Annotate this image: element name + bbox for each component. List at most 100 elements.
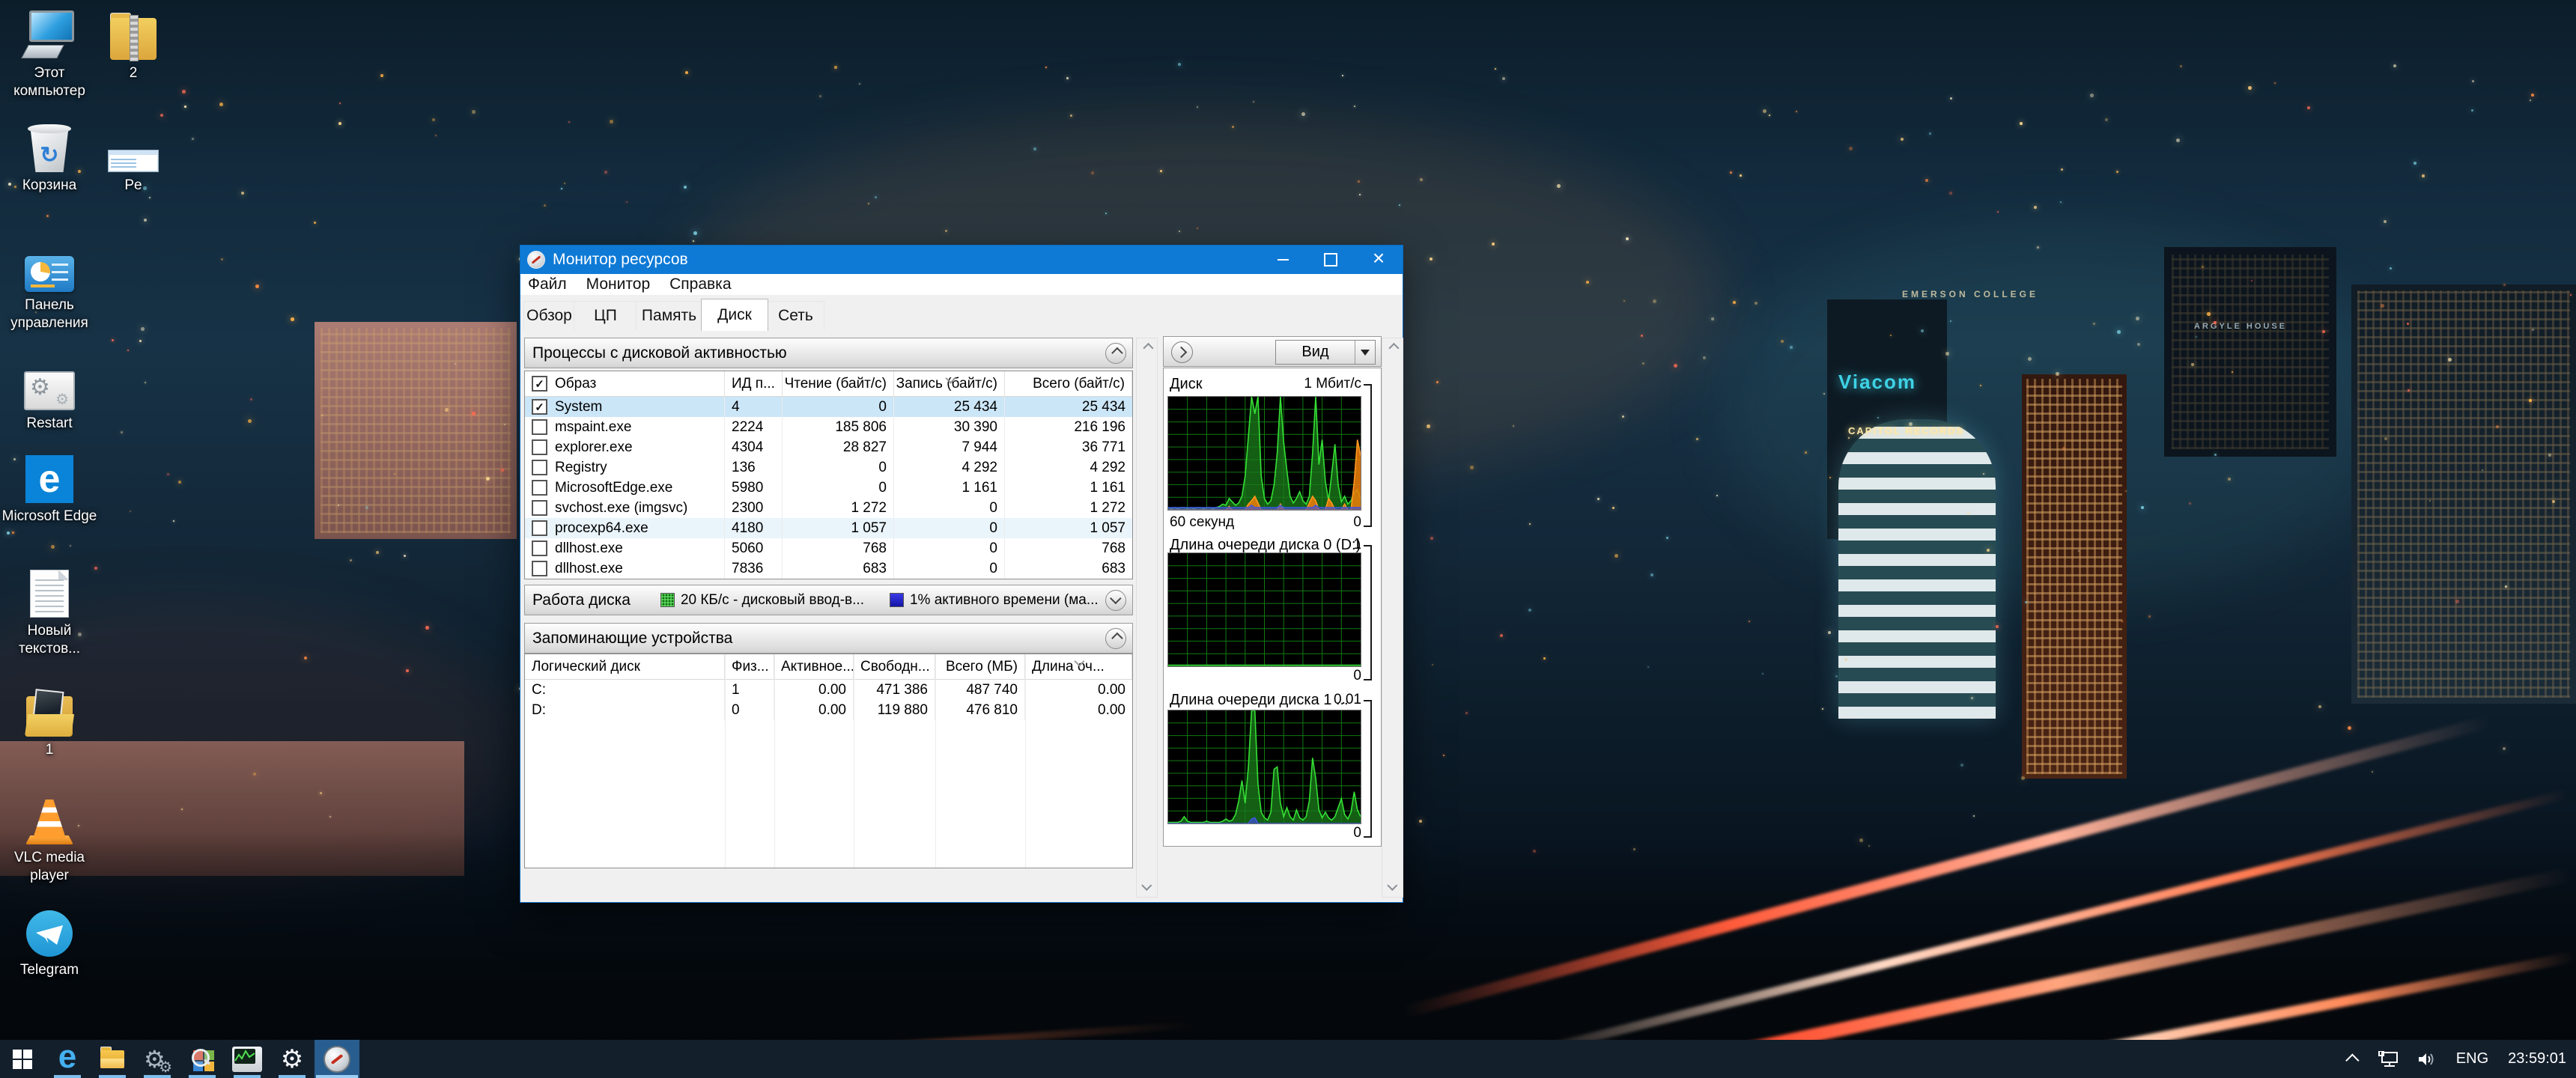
process-row[interactable]: MicrosoftEdge.exe 5980 0 1 161 1 161 bbox=[525, 478, 1132, 498]
taskbar-app-gears-app[interactable]: ⚙ ⚙ bbox=[135, 1040, 180, 1078]
process-explorer-icon bbox=[190, 1047, 214, 1071]
process-row[interactable]: procexp64.exe 4180 1 057 0 1 057 bbox=[525, 518, 1132, 538]
wallpaper-building bbox=[2022, 374, 2127, 779]
network-icon[interactable] bbox=[2369, 1040, 2408, 1078]
column-separator bbox=[725, 654, 726, 868]
this-pc-icon bbox=[0, 6, 99, 60]
resource-monitor-window: Монитор ресурсов × Файл Монитор Справка Об… bbox=[520, 245, 1403, 903]
tab-Диск[interactable]: Диск bbox=[701, 299, 768, 331]
process-row[interactable]: svchost.exe (imgsvc) 2300 1 272 0 1 272 bbox=[525, 498, 1132, 518]
taskbar-app-file-explorer[interactable] bbox=[90, 1040, 135, 1078]
process-row[interactable]: dllhost.exe 7836 683 0 683 bbox=[525, 558, 1132, 579]
collapse-chart-panel-button[interactable] bbox=[1171, 341, 1193, 363]
process-row[interactable]: explorer.exe 4304 28 827 7 944 36 771 bbox=[525, 437, 1132, 457]
taskbar-app-edge[interactable]: e bbox=[45, 1040, 90, 1078]
minimize-button[interactable] bbox=[1259, 246, 1307, 274]
section-processes-header: Процессы с дисковой активностью bbox=[524, 338, 1133, 368]
desktop-icon-control-panel[interactable]: Панель управления bbox=[0, 238, 99, 332]
process-row[interactable]: ✓ System 4 0 25 434 25 434 bbox=[525, 397, 1132, 417]
checkbox[interactable] bbox=[532, 520, 547, 536]
scroll-down-icon[interactable] bbox=[1137, 877, 1157, 897]
taskbar-app-process-explorer[interactable] bbox=[180, 1040, 225, 1078]
expand-disk-activity-button[interactable] bbox=[1105, 589, 1126, 611]
disk-activity-legend: 20 КБ/с - дисковый ввод-в... 1% активного… bbox=[660, 592, 1124, 609]
tab-bar: Обзор ЦП Память Диск Сеть bbox=[520, 295, 1403, 331]
desktop-icon-recycle-bin[interactable]: ↻ Корзина bbox=[0, 118, 99, 195]
collapse-processes-button[interactable] bbox=[1105, 342, 1126, 364]
close-button[interactable]: × bbox=[1355, 246, 1403, 274]
desktop-icon-restart[interactable]: ⚙ ⚙ Restart bbox=[0, 356, 99, 433]
tab-Память[interactable]: Память bbox=[636, 301, 702, 331]
desktop-icon-text-doc[interactable]: Новый текстов... bbox=[0, 564, 99, 658]
legend-swatch-green bbox=[660, 593, 675, 607]
process-row[interactable]: dllhost.exe 5060 768 0 768 bbox=[525, 538, 1132, 558]
scroll-up-icon[interactable] bbox=[1382, 338, 1403, 358]
maximize-button[interactable] bbox=[1307, 246, 1355, 274]
zip-folder-icon bbox=[84, 6, 183, 61]
checkbox[interactable] bbox=[532, 500, 547, 516]
wallpaper-viacom-sign: Viacom bbox=[1838, 371, 1917, 393]
storage-row[interactable]: C: 1 0.00 471 386 487 740 0.00 bbox=[525, 680, 1132, 700]
tray-overflow-button[interactable] bbox=[2339, 1040, 2369, 1078]
sort-descending-icon bbox=[1074, 656, 1085, 667]
language-indicator[interactable]: ENG bbox=[2455, 1050, 2489, 1067]
taskbar-app-resource-monitor[interactable] bbox=[315, 1040, 359, 1078]
app-preview-icon bbox=[84, 118, 183, 172]
view-button-label: Вид bbox=[1301, 344, 1329, 360]
checkbox[interactable]: ✓ bbox=[532, 399, 547, 415]
taskbar-clock[interactable]: 23:59:01 bbox=[2508, 1050, 2566, 1067]
desktop-icon-app-preview[interactable]: Pe bbox=[84, 118, 183, 195]
tab-Обзор[interactable]: Обзор bbox=[523, 301, 575, 331]
desktop-icon-label: Restart bbox=[26, 415, 73, 431]
menu-item-справка[interactable]: Справка bbox=[669, 275, 732, 293]
collapse-storage-button[interactable] bbox=[1105, 627, 1126, 649]
wallpaper-building bbox=[315, 322, 517, 539]
chart-title: Длина очереди диска 0 (D:) bbox=[1170, 537, 1361, 553]
desktop-icon-label: VLC media player bbox=[14, 850, 85, 883]
checkbox[interactable] bbox=[532, 439, 547, 455]
taskbar-app-settings[interactable]: ⚙ bbox=[270, 1040, 315, 1078]
tab-Сеть[interactable]: Сеть bbox=[767, 301, 824, 331]
chart-pane-scrollbar[interactable] bbox=[1382, 338, 1403, 898]
process-row[interactable]: Registry 136 0 4 292 4 292 bbox=[525, 457, 1132, 478]
process-table-header[interactable]: ✓ Образ ИД п... Чтение (байт/с) Запись (байт… bbox=[525, 371, 1132, 397]
storage-row[interactable]: D: 0 0.00 119 880 476 810 0.00 bbox=[525, 700, 1132, 720]
checkbox[interactable] bbox=[532, 561, 547, 576]
desktop-icon-telegram[interactable]: Telegram bbox=[0, 903, 99, 979]
volume-icon[interactable] bbox=[2408, 1040, 2446, 1078]
process-row[interactable]: mspaint.exe 2224 185 806 30 390 216 196 bbox=[525, 417, 1132, 437]
checkbox[interactable] bbox=[532, 480, 547, 496]
left-pane-scrollbar[interactable] bbox=[1136, 338, 1158, 898]
running-indicator bbox=[279, 1075, 306, 1078]
view-dropdown-arrow[interactable] bbox=[1355, 341, 1375, 364]
desktop-icon-edge[interactable]: e Microsoft Edge bbox=[0, 449, 99, 526]
window-titlebar[interactable]: Монитор ресурсов × bbox=[520, 246, 1403, 274]
storage-table-header[interactable]: Логический диск Физ... Активное... Свободн.… bbox=[525, 654, 1132, 680]
gears-icon: ⚙ ⚙ bbox=[144, 1045, 172, 1076]
chart-x-label: 60 секунд bbox=[1170, 514, 1235, 530]
desktop-icon-zip-folder[interactable]: 2 bbox=[84, 6, 183, 82]
scroll-up-icon[interactable] bbox=[1137, 338, 1157, 358]
desktop-icon-label: Microsoft Edge bbox=[1, 508, 97, 524]
wallpaper-building bbox=[2351, 284, 2576, 704]
menu-item-монитор[interactable]: Монитор bbox=[586, 275, 651, 293]
scale-bracket bbox=[1364, 700, 1372, 838]
restart-icon: ⚙ ⚙ bbox=[0, 356, 99, 410]
start-button[interactable] bbox=[0, 1040, 45, 1078]
desktop-icon-folder-media[interactable]: 1 bbox=[0, 683, 99, 759]
tab-ЦП[interactable]: ЦП bbox=[574, 301, 637, 331]
checkbox[interactable] bbox=[532, 419, 547, 435]
storage-table: Логический диск Физ... Активное... Свободн.… bbox=[524, 654, 1133, 868]
scroll-down-icon[interactable] bbox=[1382, 877, 1403, 897]
taskbar-app-performance-monitor[interactable] bbox=[225, 1040, 270, 1078]
checkbox[interactable] bbox=[532, 460, 547, 475]
menu-item-файл[interactable]: Файл bbox=[528, 275, 567, 293]
view-button[interactable]: Вид bbox=[1275, 340, 1376, 365]
desktop-icon-this-pc[interactable]: Этот компьютер bbox=[0, 6, 99, 100]
text-doc-icon bbox=[0, 564, 99, 618]
checkbox[interactable]: ✓ bbox=[532, 376, 547, 392]
folder-media-icon bbox=[0, 683, 99, 737]
desktop-icon-vlc[interactable]: VLC media player bbox=[0, 791, 99, 885]
file-explorer-icon bbox=[100, 1046, 124, 1068]
checkbox[interactable] bbox=[532, 540, 547, 556]
